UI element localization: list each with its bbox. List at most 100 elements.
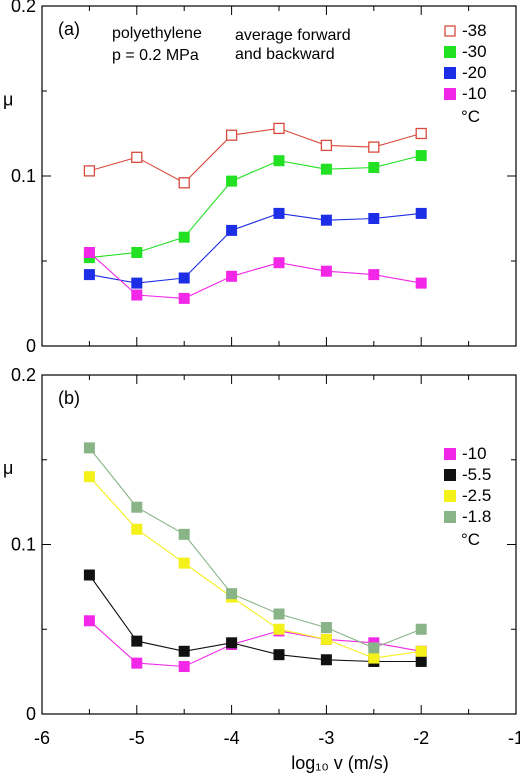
data-point <box>131 289 143 301</box>
x-tick-label: -3 <box>318 728 334 748</box>
data-point <box>320 139 333 152</box>
data-point <box>368 213 380 224</box>
series-line <box>88 574 422 663</box>
legend-marker <box>444 25 456 37</box>
data-point <box>415 645 427 657</box>
legend-marker <box>444 490 456 502</box>
legend-marker <box>444 511 456 523</box>
legend-marker <box>444 46 456 58</box>
x-tick-label: -1 <box>508 728 520 748</box>
data-point <box>178 272 190 284</box>
series-line <box>89 155 422 259</box>
data-point <box>368 141 380 153</box>
data-point <box>273 608 285 620</box>
series-line <box>89 620 422 668</box>
data-point <box>273 122 285 135</box>
data-point <box>368 652 380 664</box>
data-point <box>368 162 380 173</box>
data-point <box>320 654 332 666</box>
y-tick-label: 0.2 <box>11 365 36 385</box>
annotation-average-2: and backward <box>235 46 335 63</box>
data-point <box>320 163 332 175</box>
y-tick-label: 0.1 <box>11 166 36 186</box>
data-point <box>273 207 285 219</box>
x-tick-label: -6 <box>34 728 50 748</box>
data-point <box>83 615 95 627</box>
data-point <box>131 277 143 289</box>
data-point <box>415 623 427 635</box>
data-point <box>415 655 427 667</box>
x-tick-label: -2 <box>413 728 429 748</box>
series-line <box>88 476 422 659</box>
legend-label: -2.5 <box>462 486 491 505</box>
y-tick-label: 0 <box>26 336 36 356</box>
series--2_5 <box>83 471 427 664</box>
data-point <box>320 214 332 226</box>
legend-label: -38 <box>462 21 487 40</box>
data-point <box>178 292 190 304</box>
data-point <box>273 623 285 635</box>
series--38 <box>83 122 427 189</box>
series--1_8 <box>83 442 427 654</box>
data-point <box>415 150 427 162</box>
legend-label: -20 <box>462 63 487 82</box>
data-point <box>178 661 190 673</box>
legend-marker <box>444 448 456 460</box>
data-point <box>226 270 238 282</box>
x-tick-label: -5 <box>129 728 145 748</box>
data-point <box>226 175 238 187</box>
panel-label: (a) <box>58 19 80 39</box>
data-point <box>178 528 190 540</box>
data-point <box>131 523 143 535</box>
data-point <box>83 247 95 258</box>
y-tick-label: 0.2 <box>11 0 36 16</box>
series-line <box>88 447 422 649</box>
legend-label: -10 <box>462 84 487 103</box>
data-point <box>415 127 427 140</box>
annotation-average-1: average forward <box>235 27 351 44</box>
series--30 <box>83 150 427 264</box>
series-line <box>89 212 422 284</box>
y-axis-label: μ <box>3 458 13 478</box>
y-axis-label: μ <box>3 90 13 110</box>
legend-label: -1.8 <box>462 507 491 526</box>
legend-marker <box>444 88 456 100</box>
data-point <box>83 569 95 581</box>
data-point <box>131 657 143 669</box>
series--20 <box>83 207 427 289</box>
data-point <box>320 633 332 645</box>
data-point <box>368 269 380 281</box>
annotation-pressure: p = 0.2 MPa <box>112 47 199 64</box>
data-point <box>83 442 95 454</box>
series-line <box>89 252 422 299</box>
data-point <box>131 151 143 163</box>
data-point <box>178 231 190 243</box>
panel-b: -6 -5 -4 -3 -2 -100.10.2μ(b)log₁₀ v (m/s)-10-… <box>3 365 520 773</box>
data-point <box>226 588 238 600</box>
data-point <box>368 642 380 654</box>
data-point <box>178 177 190 189</box>
x-axis-label: log₁₀ v (m/s) <box>291 753 389 773</box>
series--10 <box>83 247 427 304</box>
legend-unit: °C <box>461 530 480 549</box>
x-tick-label: -4 <box>224 728 240 748</box>
data-point <box>83 165 96 177</box>
data-point <box>320 622 332 634</box>
plot-frame <box>41 374 517 715</box>
data-point <box>83 269 95 281</box>
data-point <box>83 471 95 483</box>
y-tick-label: 0 <box>26 704 36 724</box>
series-line <box>89 127 422 184</box>
data-point <box>273 257 285 269</box>
data-point <box>273 155 285 167</box>
data-point <box>131 501 143 513</box>
data-point <box>178 557 190 569</box>
legend-marker <box>444 67 456 79</box>
legend-label: -30 <box>462 42 487 61</box>
annotation-material: polyethylene <box>112 25 202 42</box>
legend-unit: °C <box>461 107 480 126</box>
data-point <box>178 645 190 657</box>
panel-label: (b) <box>58 388 80 408</box>
legend-label: -5.5 <box>462 465 491 484</box>
